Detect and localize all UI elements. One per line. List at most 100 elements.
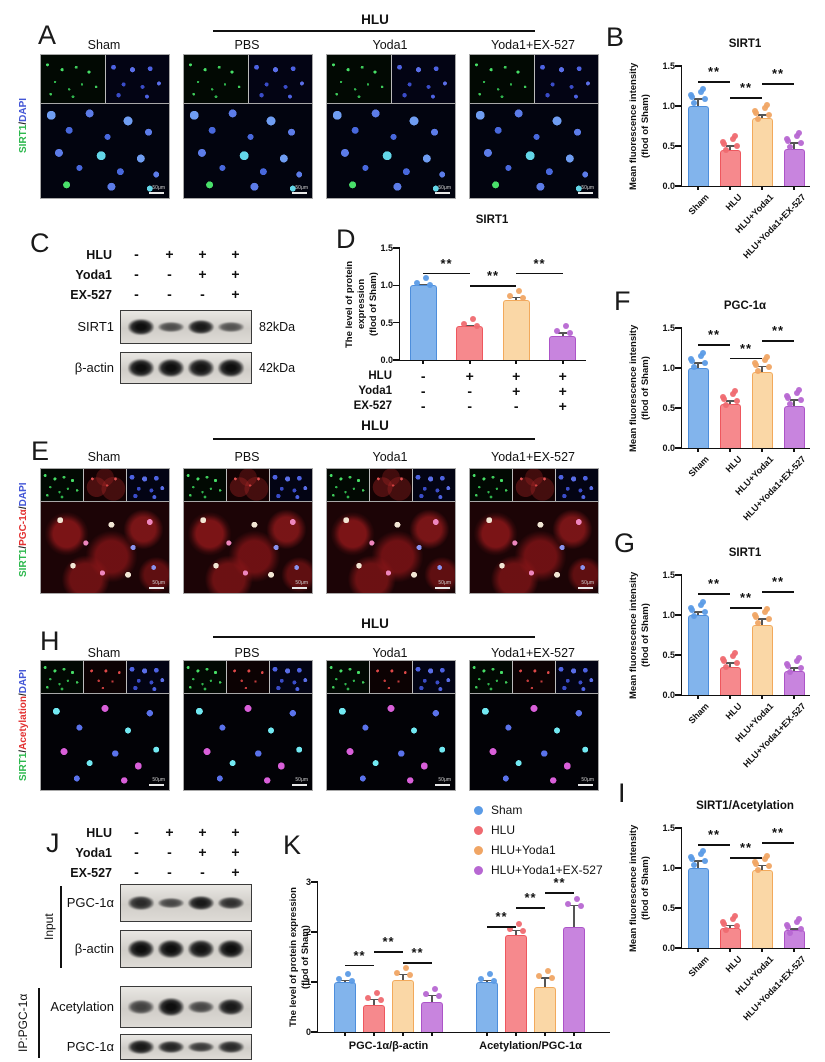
protein-band xyxy=(128,359,154,377)
plot-area: ** ** ** ** ** ** PGC-1α/β-actin Acetylation/PG… xyxy=(311,875,610,1052)
data-point xyxy=(566,330,573,337)
error-bar-cap xyxy=(757,864,767,867)
data-point xyxy=(764,606,770,613)
side-label-part: DAPI xyxy=(18,669,29,694)
scale-bar xyxy=(292,784,307,786)
legend-label: HLU xyxy=(491,823,516,837)
protein-band xyxy=(188,1000,214,1014)
data-point xyxy=(784,922,790,928)
treatment-symbol: - xyxy=(200,286,205,302)
y-tick-mark xyxy=(675,407,682,409)
band-label: β-actin xyxy=(74,360,114,375)
x-tick-mark xyxy=(761,448,763,452)
bar xyxy=(783,405,805,448)
y-tick-mark xyxy=(311,931,318,933)
blue-channel-inset xyxy=(270,661,312,694)
error-bar-cap xyxy=(789,928,799,930)
x-category-label: HLU+Yoda1+EX-527 xyxy=(740,954,808,1023)
error-bar xyxy=(729,662,731,672)
redd-channel-inset xyxy=(84,661,126,694)
protein-band xyxy=(188,359,214,377)
y-axis-label-line: (flod of Sham) xyxy=(367,272,379,336)
scale-bar xyxy=(578,587,593,589)
panel-letter-E: E xyxy=(31,436,50,466)
data-point xyxy=(730,136,736,143)
data-point xyxy=(478,975,484,982)
data-point xyxy=(732,650,738,657)
column-label: Yoda1 xyxy=(372,38,408,52)
significance-stars: ** xyxy=(382,934,395,949)
protein-band xyxy=(128,896,154,910)
legend-dot xyxy=(474,805,483,815)
scale-label: 50μm xyxy=(438,185,451,191)
band-label: PGC-1α xyxy=(66,1039,114,1054)
y-tick-label: 1.0 xyxy=(662,101,675,111)
scale-label: 50μm xyxy=(581,185,594,191)
column-label: Yoda1+EX-527 xyxy=(491,646,575,660)
data-point xyxy=(723,147,729,154)
x-tick-mark xyxy=(431,1032,433,1036)
x-tick-mark xyxy=(761,948,763,952)
treatment-symbol: - xyxy=(420,398,426,414)
treatment-symbol: - xyxy=(134,246,139,262)
error-bar xyxy=(561,332,564,340)
group-label: PGC-1α/β-actin xyxy=(348,1040,429,1052)
significance-line xyxy=(762,591,794,593)
data-point xyxy=(764,353,770,360)
protein-band xyxy=(218,940,244,958)
data-point xyxy=(752,612,758,619)
data-point xyxy=(734,922,740,929)
scale-bar xyxy=(149,587,164,589)
scale-label: 50μm xyxy=(152,185,165,191)
green-channel-inset xyxy=(184,661,226,694)
data-point xyxy=(700,599,706,605)
merged-micrograph: 50μm xyxy=(183,693,313,791)
side-label-part: SIRT1 xyxy=(18,124,29,154)
y-tick-mark xyxy=(393,284,400,287)
blot-box xyxy=(120,1034,252,1060)
y-axis-label-line: (flod of Sham) xyxy=(639,356,651,420)
band-label: SIRT1 xyxy=(77,319,114,334)
error-bar-cap xyxy=(693,362,703,364)
protein-band xyxy=(188,895,214,911)
y-tick-mark xyxy=(675,574,682,576)
x-category-label: HLU+Yoda1+EX-527 xyxy=(740,192,808,261)
y-tick-mark xyxy=(393,321,400,324)
treatment-symbol: - xyxy=(134,266,139,282)
y-axis-label-line: The level of protein expression xyxy=(344,260,367,348)
data-point xyxy=(755,367,761,374)
significance-stars: ** xyxy=(739,590,753,605)
y-tick-label: 1.5 xyxy=(380,243,393,253)
significance-line xyxy=(403,962,432,964)
side-channel-label: SIRT1/DAPI xyxy=(18,54,32,197)
blue-channel-inset xyxy=(413,661,455,694)
data-point xyxy=(787,669,793,675)
error-bar-cap xyxy=(693,98,703,100)
input-group-label: Input xyxy=(42,913,56,941)
x-tick-mark xyxy=(697,695,699,699)
data-point xyxy=(507,925,513,932)
significance-stars: ** xyxy=(440,255,453,271)
significance-line xyxy=(762,842,794,845)
side-label-part: Acetylation xyxy=(18,695,29,750)
data-point xyxy=(365,994,371,1001)
data-point xyxy=(432,985,438,992)
data-point xyxy=(798,665,804,671)
x-tick-mark xyxy=(793,948,795,952)
y-tick-mark xyxy=(675,65,682,67)
y-tick-mark xyxy=(675,694,682,696)
data-point xyxy=(349,977,355,984)
data-point xyxy=(520,927,526,934)
data-point xyxy=(732,388,738,394)
bar xyxy=(719,667,741,695)
data-point xyxy=(755,116,761,122)
channel-insets xyxy=(469,468,599,503)
y-tick-mark xyxy=(311,981,318,983)
panel-letter-J: J xyxy=(46,828,60,858)
chart-title: SIRT1 xyxy=(475,214,509,226)
error-bar xyxy=(515,296,518,304)
scale-bar xyxy=(292,587,307,589)
protein-band xyxy=(158,897,184,909)
protein-band xyxy=(158,322,184,332)
blue-channel-inset xyxy=(391,55,455,104)
